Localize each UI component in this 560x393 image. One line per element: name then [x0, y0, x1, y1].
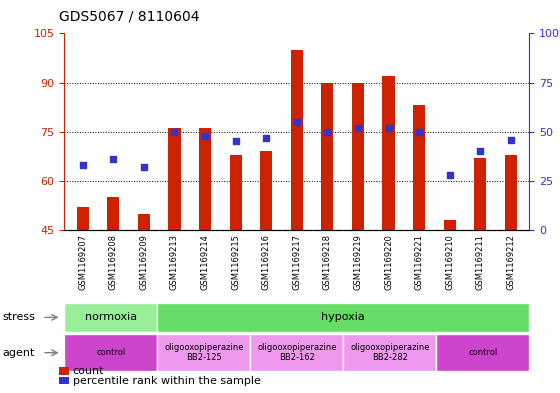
- Bar: [352, 83, 364, 230]
- Bar: [59, 367, 69, 375]
- Point: [323, 129, 332, 135]
- Point: [445, 172, 454, 178]
- Text: GDS5067 / 8110604: GDS5067 / 8110604: [59, 10, 199, 24]
- Point: [414, 129, 423, 135]
- Point: [231, 138, 240, 145]
- Bar: [64, 334, 157, 371]
- Bar: [64, 303, 157, 332]
- Bar: [169, 129, 180, 230]
- Text: normoxia: normoxia: [85, 312, 137, 322]
- Point: [384, 125, 393, 131]
- Point: [506, 136, 515, 143]
- Point: [78, 162, 87, 168]
- Text: GSM1169219: GSM1169219: [353, 234, 362, 290]
- Bar: [107, 197, 119, 230]
- Bar: [138, 213, 150, 230]
- Text: GSM1169207: GSM1169207: [78, 234, 87, 290]
- Text: GSM1169215: GSM1169215: [231, 234, 240, 290]
- Text: GSM1169216: GSM1169216: [262, 234, 270, 290]
- Bar: [250, 334, 343, 371]
- Text: GSM1169218: GSM1169218: [323, 234, 332, 290]
- Point: [476, 148, 485, 154]
- Bar: [413, 105, 425, 230]
- Bar: [436, 334, 529, 371]
- Point: [292, 119, 301, 125]
- Text: agent: agent: [3, 348, 35, 358]
- Text: GSM1169217: GSM1169217: [292, 234, 301, 290]
- Point: [109, 156, 118, 162]
- Text: GSM1169221: GSM1169221: [414, 234, 423, 290]
- Bar: [291, 50, 303, 230]
- Bar: [505, 154, 517, 230]
- Text: GSM1169209: GSM1169209: [139, 234, 148, 290]
- Text: GSM1169211: GSM1169211: [476, 234, 485, 290]
- Point: [200, 132, 209, 139]
- Point: [353, 125, 362, 131]
- Text: oligooxopiperazine
BB2-162: oligooxopiperazine BB2-162: [257, 343, 337, 362]
- Text: GSM1169214: GSM1169214: [200, 234, 209, 290]
- Bar: [474, 158, 487, 230]
- Point: [170, 129, 179, 135]
- Text: percentile rank within the sample: percentile rank within the sample: [73, 376, 260, 386]
- Text: count: count: [73, 366, 104, 376]
- Text: GSM1169212: GSM1169212: [506, 234, 515, 290]
- Text: control: control: [468, 348, 497, 357]
- Text: hypoxia: hypoxia: [321, 312, 365, 322]
- Bar: [230, 154, 242, 230]
- Text: oligooxopiperazine
BB2-282: oligooxopiperazine BB2-282: [350, 343, 430, 362]
- Text: GSM1169208: GSM1169208: [109, 234, 118, 290]
- Text: GSM1169213: GSM1169213: [170, 234, 179, 290]
- Bar: [157, 303, 529, 332]
- Bar: [157, 334, 250, 371]
- Bar: [343, 334, 436, 371]
- Point: [262, 134, 270, 141]
- Text: stress: stress: [3, 312, 36, 322]
- Point: [139, 164, 148, 170]
- Bar: [382, 76, 395, 230]
- Text: oligooxopiperazine
BB2-125: oligooxopiperazine BB2-125: [164, 343, 244, 362]
- Bar: [199, 129, 211, 230]
- Bar: [444, 220, 456, 230]
- Bar: [321, 83, 334, 230]
- Bar: [260, 151, 272, 230]
- Bar: [77, 207, 89, 230]
- Text: GSM1169220: GSM1169220: [384, 234, 393, 290]
- Text: GSM1169210: GSM1169210: [445, 234, 454, 290]
- Text: control: control: [96, 348, 125, 357]
- Bar: [59, 377, 69, 384]
